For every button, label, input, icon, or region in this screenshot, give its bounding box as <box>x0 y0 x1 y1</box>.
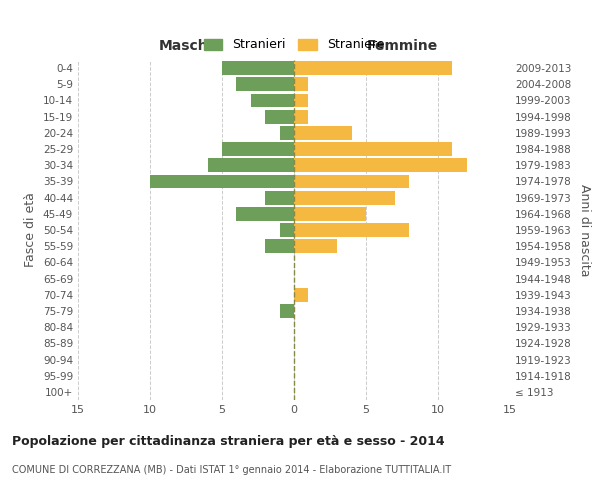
Legend: Stranieri, Straniere: Stranieri, Straniere <box>197 32 391 58</box>
Bar <box>265 240 294 253</box>
Text: Maschi: Maschi <box>159 39 213 53</box>
Bar <box>294 61 452 75</box>
Bar <box>294 110 308 124</box>
Bar <box>294 288 308 302</box>
Bar <box>222 142 294 156</box>
Bar <box>251 94 294 108</box>
Bar <box>222 61 294 75</box>
Y-axis label: Anni di nascita: Anni di nascita <box>578 184 591 276</box>
Bar <box>294 78 308 91</box>
Bar <box>294 158 467 172</box>
Bar <box>265 110 294 124</box>
Bar <box>236 78 294 91</box>
Bar <box>150 174 294 188</box>
Text: COMUNE DI CORREZZANA (MB) - Dati ISTAT 1° gennaio 2014 - Elaborazione TUTTITALIA: COMUNE DI CORREZZANA (MB) - Dati ISTAT 1… <box>12 465 451 475</box>
Bar <box>294 223 409 237</box>
Bar <box>265 190 294 204</box>
Bar <box>294 142 452 156</box>
Bar <box>294 190 395 204</box>
Bar <box>236 207 294 220</box>
Text: Femmine: Femmine <box>367 39 437 53</box>
Bar <box>294 207 366 220</box>
Bar <box>294 174 409 188</box>
Bar <box>294 94 308 108</box>
Bar <box>294 126 352 140</box>
Bar <box>280 223 294 237</box>
Bar <box>280 126 294 140</box>
Y-axis label: Fasce di età: Fasce di età <box>25 192 37 268</box>
Text: Popolazione per cittadinanza straniera per età e sesso - 2014: Popolazione per cittadinanza straniera p… <box>12 435 445 448</box>
Bar <box>208 158 294 172</box>
Bar <box>294 240 337 253</box>
Bar <box>280 304 294 318</box>
